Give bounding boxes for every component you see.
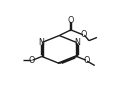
Text: O: O: [68, 16, 74, 25]
Text: O: O: [80, 30, 87, 39]
Text: O: O: [28, 56, 35, 65]
Text: N: N: [38, 38, 44, 47]
Text: O: O: [83, 57, 90, 65]
Text: N: N: [75, 38, 80, 47]
